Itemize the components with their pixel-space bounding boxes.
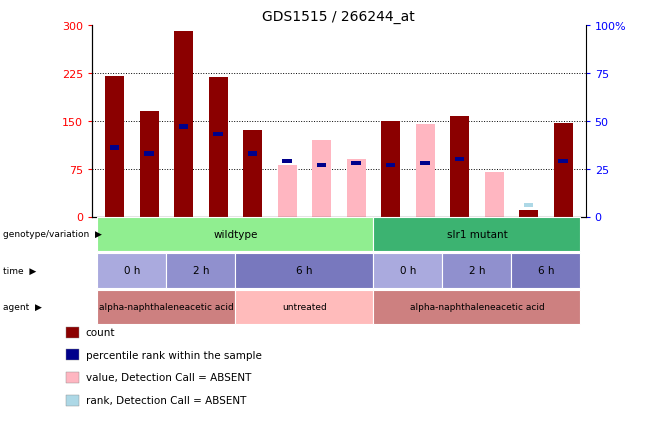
- Bar: [278, 166, 297, 217]
- Text: rank, Detection Call = ABSENT: rank, Detection Call = ABSENT: [86, 395, 246, 405]
- Text: percentile rank within the sample: percentile rank within the sample: [86, 350, 261, 360]
- Text: 0 h: 0 h: [399, 266, 416, 276]
- Text: agent  ▶: agent ▶: [3, 303, 42, 312]
- Text: value, Detection Call = ABSENT: value, Detection Call = ABSENT: [86, 373, 251, 382]
- Bar: [519, 210, 538, 217]
- Text: untreated: untreated: [282, 303, 327, 312]
- Bar: [209, 78, 228, 217]
- Bar: [416, 125, 435, 217]
- Text: 6 h: 6 h: [296, 266, 313, 276]
- Bar: [213, 133, 223, 137]
- Bar: [282, 159, 292, 164]
- Bar: [386, 163, 395, 168]
- Bar: [144, 152, 154, 156]
- Bar: [174, 33, 193, 217]
- Bar: [312, 141, 331, 217]
- Bar: [110, 146, 119, 151]
- Bar: [524, 203, 534, 208]
- Bar: [381, 122, 400, 217]
- Bar: [485, 172, 503, 217]
- Text: genotype/variation  ▶: genotype/variation ▶: [3, 230, 102, 239]
- Bar: [139, 112, 159, 217]
- Text: time  ▶: time ▶: [3, 266, 37, 275]
- Text: slr1 mutant: slr1 mutant: [447, 230, 507, 239]
- Bar: [105, 77, 124, 217]
- Bar: [317, 163, 326, 168]
- Bar: [248, 152, 257, 156]
- Bar: [420, 161, 430, 166]
- Bar: [559, 159, 568, 164]
- Text: alpha-naphthaleneacetic acid: alpha-naphthaleneacetic acid: [99, 303, 234, 312]
- Title: GDS1515 / 266244_at: GDS1515 / 266244_at: [263, 10, 415, 23]
- Bar: [347, 160, 366, 217]
- Text: 2 h: 2 h: [193, 266, 209, 276]
- Bar: [179, 125, 188, 129]
- Bar: [553, 123, 572, 217]
- Bar: [243, 131, 262, 217]
- Bar: [450, 116, 469, 217]
- Text: count: count: [86, 328, 115, 337]
- Bar: [455, 158, 465, 162]
- Text: 6 h: 6 h: [538, 266, 554, 276]
- Text: alpha-naphthaleneacetic acid: alpha-naphthaleneacetic acid: [409, 303, 544, 312]
- Bar: [351, 161, 361, 166]
- Text: wildtype: wildtype: [213, 230, 257, 239]
- Text: 2 h: 2 h: [468, 266, 485, 276]
- Text: 0 h: 0 h: [124, 266, 140, 276]
